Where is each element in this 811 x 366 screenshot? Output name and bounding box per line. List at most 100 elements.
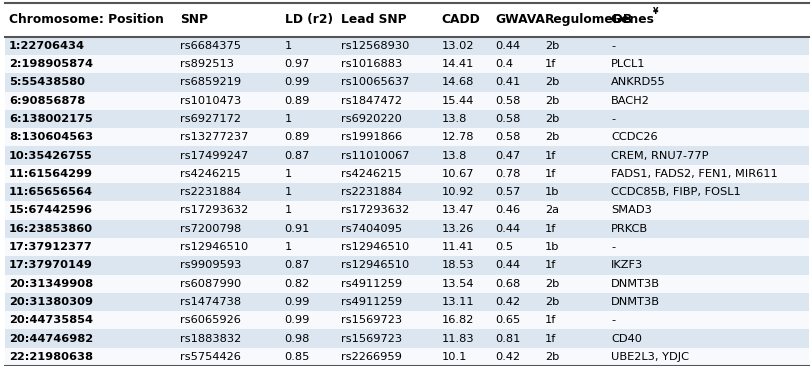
Text: 18.53: 18.53 [441,260,474,270]
Text: 0.58: 0.58 [495,96,520,106]
Text: 1f: 1f [544,333,556,344]
Text: -: - [610,41,615,51]
Text: 2b: 2b [544,41,559,51]
Text: rs2266959: rs2266959 [341,352,401,362]
Bar [5,37,808,55]
Text: 1: 1 [285,169,291,179]
Text: rs1569723: rs1569723 [341,315,401,325]
Text: 12.78: 12.78 [441,132,474,142]
Text: -: - [610,315,615,325]
Text: 2b: 2b [544,132,559,142]
Text: 11.83: 11.83 [441,333,474,344]
Text: rs4246215: rs4246215 [341,169,401,179]
Text: 0.4: 0.4 [495,59,513,69]
Text: DNMT3B: DNMT3B [610,279,659,289]
Text: 15.44: 15.44 [441,96,473,106]
Bar [5,274,808,293]
Text: Genes: Genes [610,13,657,26]
Text: 1: 1 [285,41,291,51]
Text: Lead SNP: Lead SNP [341,13,406,26]
Text: 1: 1 [285,205,291,216]
Bar [5,73,808,92]
Bar [5,183,808,201]
Text: rs7200798: rs7200798 [180,224,241,234]
Text: rs1991866: rs1991866 [341,132,401,142]
Text: 20:44735854: 20:44735854 [9,315,92,325]
Text: rs1883832: rs1883832 [180,333,241,344]
Text: rs12946510: rs12946510 [341,242,409,252]
Text: 0.41: 0.41 [495,77,520,87]
Text: rs6859219: rs6859219 [180,77,241,87]
Text: rs1847472: rs1847472 [341,96,401,106]
Text: rs9909593: rs9909593 [180,260,241,270]
Text: rs6920220: rs6920220 [341,114,401,124]
Text: 0.44: 0.44 [495,260,520,270]
Text: rs2231884: rs2231884 [180,187,241,197]
Text: 10.1: 10.1 [441,352,466,362]
Text: 1f: 1f [544,315,556,325]
Text: 1b: 1b [544,187,559,197]
Text: 2b: 2b [544,114,559,124]
Text: ANKRD55: ANKRD55 [610,77,665,87]
Text: 6:138002175: 6:138002175 [9,114,92,124]
Text: rs7404095: rs7404095 [341,224,401,234]
Text: 0.97: 0.97 [285,59,310,69]
Text: 0.98: 0.98 [285,333,310,344]
Text: 17:37970149: 17:37970149 [9,260,92,270]
Bar [5,55,808,73]
Text: 0.47: 0.47 [495,150,520,161]
Text: 20:44746982: 20:44746982 [9,333,93,344]
Text: CADD: CADD [441,13,479,26]
Text: 13.8: 13.8 [441,114,466,124]
Text: CD40: CD40 [610,333,642,344]
Text: PRKCB: PRKCB [610,224,647,234]
Text: 8:130604563: 8:130604563 [9,132,93,142]
Text: FADS1, FADS2, FEN1, MIR611: FADS1, FADS2, FEN1, MIR611 [610,169,777,179]
Text: SNP: SNP [180,13,208,26]
Bar [5,238,808,256]
Bar [5,329,808,348]
Text: PLCL1: PLCL1 [610,59,645,69]
Text: 15:67442596: 15:67442596 [9,205,92,216]
Text: 0.42: 0.42 [495,297,520,307]
Text: 0.46: 0.46 [495,205,520,216]
Text: 1f: 1f [544,150,556,161]
Bar [5,220,808,238]
Text: 0.58: 0.58 [495,132,520,142]
Text: rs5754426: rs5754426 [180,352,241,362]
Text: SMAD3: SMAD3 [610,205,651,216]
Text: rs4911259: rs4911259 [341,297,401,307]
Text: rs6065926: rs6065926 [180,315,241,325]
Text: rs13277237: rs13277237 [180,132,248,142]
Text: 20:31349908: 20:31349908 [9,279,93,289]
Text: 0.44: 0.44 [495,41,520,51]
Text: 10:35426755: 10:35426755 [9,150,92,161]
Text: 0.78: 0.78 [495,169,520,179]
Text: 2b: 2b [544,279,559,289]
Text: 11:65656564: 11:65656564 [9,187,92,197]
Text: rs1474738: rs1474738 [180,297,241,307]
Text: 11:61564299: 11:61564299 [9,169,92,179]
Text: 0.44: 0.44 [495,224,520,234]
Text: 0.87: 0.87 [285,150,310,161]
Text: BACH2: BACH2 [610,96,649,106]
Text: RegulomeDB: RegulomeDB [544,13,633,26]
Text: 2:198905874: 2:198905874 [9,59,92,69]
Text: -: - [610,242,615,252]
Bar [5,128,808,146]
Text: 10.67: 10.67 [441,169,474,179]
Text: 0.87: 0.87 [285,260,310,270]
Text: IKZF3: IKZF3 [610,260,642,270]
Text: 17:37912377: 17:37912377 [9,242,92,252]
Text: rs1569723: rs1569723 [341,333,401,344]
Text: Chromosome: Position: Chromosome: Position [9,13,164,26]
Text: 2b: 2b [544,96,559,106]
Text: 11.41: 11.41 [441,242,474,252]
Text: rs17293632: rs17293632 [180,205,248,216]
Text: rs12946510: rs12946510 [180,242,248,252]
Text: ¥: ¥ [652,7,658,16]
Text: 0.85: 0.85 [285,352,310,362]
Text: 0.5: 0.5 [495,242,513,252]
Text: -: - [610,114,615,124]
Text: 14.68: 14.68 [441,77,473,87]
